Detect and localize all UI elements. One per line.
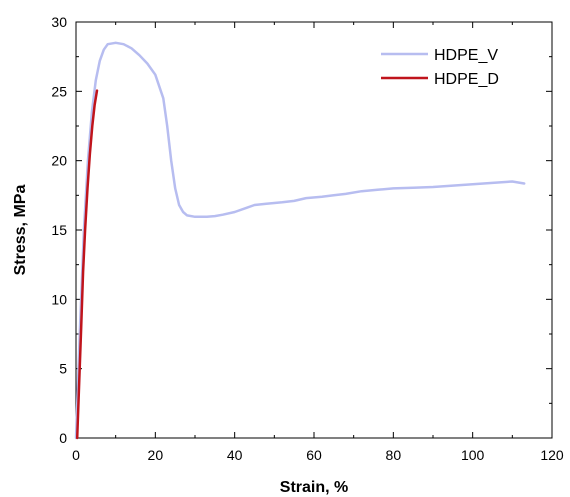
axis-tick-labels: 0 20 40 60 80 100 120 0 5 10 15 20 25 30 xyxy=(51,14,563,463)
y-tick-label: 10 xyxy=(51,291,67,307)
y-tick-label: 0 xyxy=(59,430,67,446)
series-layer xyxy=(74,41,526,440)
series-line-hdpe-d xyxy=(75,89,99,440)
x-tick-label: 120 xyxy=(540,447,564,463)
y-tick-label: 25 xyxy=(51,83,67,99)
x-tick-label: 20 xyxy=(148,447,164,463)
x-tick-label: 60 xyxy=(306,447,322,463)
legend: HDPE_V HDPE_D xyxy=(381,47,499,88)
x-tick-label: 0 xyxy=(72,447,80,463)
y-tick-label: 20 xyxy=(51,153,67,169)
legend-label-hdpe-v: HDPE_V xyxy=(434,47,498,64)
series-line-hdpe-v xyxy=(74,41,526,440)
y-tick-label: 5 xyxy=(59,361,67,377)
axis-ticks xyxy=(75,21,553,439)
x-axis-title: Strain, % xyxy=(280,479,348,496)
y-tick-label: 15 xyxy=(51,222,67,238)
y-tick-label: 30 xyxy=(51,14,67,30)
legend-label-hdpe-d: HDPE_D xyxy=(434,71,499,88)
x-tick-label: 40 xyxy=(227,447,243,463)
x-tick-label: 100 xyxy=(461,447,485,463)
x-tick-label: 80 xyxy=(386,447,402,463)
y-axis-title: Stress, MPa xyxy=(12,185,29,276)
